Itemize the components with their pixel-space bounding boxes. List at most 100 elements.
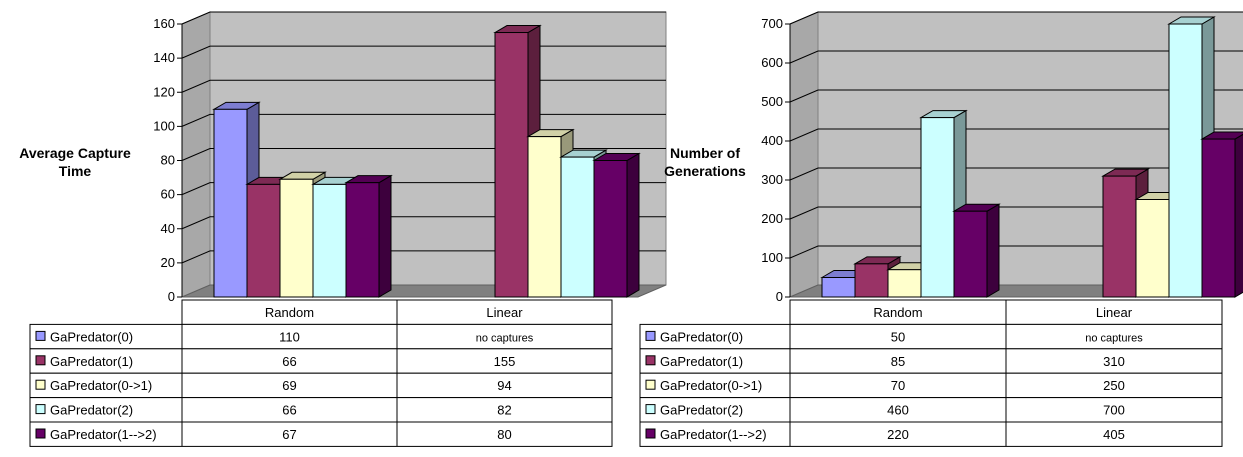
table-row xyxy=(639,348,1223,374)
gridline xyxy=(789,11,1243,25)
data-label: 70 xyxy=(891,378,905,393)
category-label: Random xyxy=(873,305,922,320)
bar xyxy=(1200,131,1243,298)
y-axis-label: Average Capture xyxy=(19,145,131,161)
data-label: 310 xyxy=(1103,354,1125,369)
y-tick-label: 0 xyxy=(776,289,783,304)
bar-front xyxy=(1102,175,1137,298)
data-label: 155 xyxy=(494,354,516,369)
legend-label: GaPredator(1-->2) xyxy=(50,427,157,442)
data-label: 69 xyxy=(282,378,296,393)
data-label: 67 xyxy=(282,427,296,442)
y-tick-label: 80 xyxy=(161,153,175,168)
bar-front xyxy=(527,136,562,298)
bar-side xyxy=(1234,133,1243,298)
bar xyxy=(1167,16,1216,298)
gridline xyxy=(789,167,1243,181)
legend-swatch xyxy=(645,355,656,366)
data-label: 85 xyxy=(891,354,905,369)
chart-1: 0 20 40 60 80 100 120 140 160 Average Capture Time… xyxy=(19,11,667,447)
data-label: 66 xyxy=(282,354,296,369)
data-label: 250 xyxy=(1103,378,1125,393)
data-label: 405 xyxy=(1103,427,1125,442)
table-row xyxy=(29,421,613,447)
y-axis-label: Time xyxy=(59,163,92,179)
y-tick-label: 300 xyxy=(761,172,783,187)
y-tick-label: 160 xyxy=(153,16,175,31)
y-tick-label: 100 xyxy=(153,118,175,133)
gridline xyxy=(789,89,1243,103)
category-label: Random xyxy=(265,305,314,320)
y-tick-label: 500 xyxy=(761,94,783,109)
bar-front xyxy=(1135,199,1170,298)
category-label: Linear xyxy=(486,305,523,320)
y-tick-label: 40 xyxy=(161,221,175,236)
bar xyxy=(592,152,641,298)
legend-swatch xyxy=(35,379,46,390)
bar-front xyxy=(854,263,889,298)
y-tick-label: 120 xyxy=(153,84,175,99)
data-table: Random Linear GaPredator(0) 50 no captures Ga… xyxy=(639,299,1223,447)
y-tick-label: 200 xyxy=(761,211,783,226)
bar-front xyxy=(887,269,922,298)
data-label: 700 xyxy=(1103,403,1125,418)
legend-swatch xyxy=(35,330,46,341)
legend-label: GaPredator(0->1) xyxy=(660,378,762,393)
chart-2: 0 100 200 300 400 500 600 700 Number of Generatio… xyxy=(639,11,1243,447)
legend-label: GaPredator(2) xyxy=(50,403,133,418)
bar-front xyxy=(920,117,955,298)
table-row xyxy=(29,348,613,374)
y-tick-label: 400 xyxy=(761,133,783,148)
table-row xyxy=(639,323,1223,350)
y-tick-label: 60 xyxy=(161,187,175,202)
gridline xyxy=(789,128,1243,142)
legend-swatch xyxy=(645,330,656,341)
data-label: 110 xyxy=(279,329,300,344)
bar-front xyxy=(279,178,314,298)
y-tick-label: 700 xyxy=(761,16,783,31)
data-label: 460 xyxy=(887,403,909,418)
bar-front xyxy=(953,210,988,298)
bar-front xyxy=(560,156,595,298)
bar-front xyxy=(821,277,856,298)
data-label: 82 xyxy=(497,403,511,418)
bar-front xyxy=(312,183,347,298)
gridline xyxy=(789,50,1243,64)
legend-label: GaPredator(0) xyxy=(50,329,133,344)
y-axis-label: Generations xyxy=(664,163,746,179)
bar-side xyxy=(986,203,1000,298)
legend-label: GaPredator(1) xyxy=(50,354,133,369)
legend-swatch xyxy=(645,404,656,415)
y-tick-label: 20 xyxy=(161,255,175,270)
data-label: no captures xyxy=(1085,332,1143,344)
legend-label: GaPredator(0->1) xyxy=(50,378,152,393)
bar-side xyxy=(626,152,640,298)
legend-label: GaPredator(2) xyxy=(660,403,743,418)
legend-swatch xyxy=(645,428,656,439)
bar-front xyxy=(1201,138,1236,298)
legend-label: GaPredator(0) xyxy=(660,329,743,344)
table-row xyxy=(639,372,1223,399)
data-table: Random Linear GaPredator(0) 110 no captures G… xyxy=(29,299,613,447)
y-tick-label: 100 xyxy=(761,250,783,265)
bar-front xyxy=(345,182,380,298)
y-tick-label: 140 xyxy=(153,50,175,65)
data-label: 50 xyxy=(891,329,905,344)
bar-front xyxy=(1168,23,1203,298)
bar xyxy=(344,174,393,298)
legend-swatch xyxy=(35,428,46,439)
table-row xyxy=(639,421,1223,447)
data-label: 220 xyxy=(887,427,909,442)
bar-front xyxy=(246,183,281,298)
gridline xyxy=(181,11,666,25)
legend-label: GaPredator(1-->2) xyxy=(660,427,767,442)
plot-side-wall xyxy=(789,11,819,298)
data-label: 94 xyxy=(497,378,511,393)
data-label: 66 xyxy=(282,403,296,418)
legend-swatch xyxy=(35,404,46,415)
legend-swatch xyxy=(645,379,656,390)
table-row xyxy=(29,372,613,399)
y-axis-label: Number of xyxy=(670,145,740,161)
bar xyxy=(952,203,1001,298)
